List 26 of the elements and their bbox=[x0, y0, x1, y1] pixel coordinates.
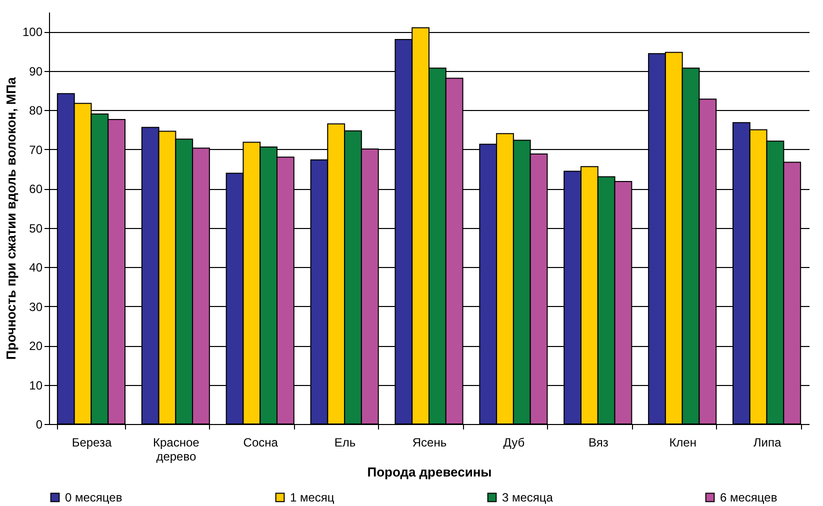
x-tick-label: Дуб bbox=[503, 436, 525, 450]
x-tick-label: Береза bbox=[72, 436, 112, 450]
y-tick-label: 90 bbox=[29, 64, 43, 78]
x-tick-label: Липа bbox=[753, 436, 782, 450]
y-tick-label: 20 bbox=[29, 339, 43, 354]
y-axis-title: Прочность при сжатии вдоль волокон, МПа bbox=[3, 76, 18, 360]
y-tick-label: 0 bbox=[36, 418, 43, 432]
y-tick-label: 70 bbox=[29, 142, 43, 157]
x-axis-title: Порода древесины bbox=[367, 464, 492, 480]
y-tick-label: 100 bbox=[22, 25, 43, 40]
x-tick-label: Сосна bbox=[243, 436, 278, 450]
x-tick-label: Ясень bbox=[412, 436, 447, 450]
x-tick-label: Ель bbox=[334, 436, 356, 450]
y-tick-label: 60 bbox=[29, 182, 43, 196]
x-tick-label: Красное дерево bbox=[153, 436, 200, 464]
legend-label: 6 месяцев bbox=[720, 490, 778, 504]
legend-label: 1 месяц bbox=[290, 490, 334, 504]
x-tick-label: Вяз bbox=[588, 436, 609, 450]
legend-label: 3 месяца bbox=[502, 490, 554, 504]
y-tick-label: 10 bbox=[29, 378, 43, 392]
y-tick-label: 30 bbox=[29, 300, 43, 314]
y-tick-label: 80 bbox=[29, 104, 43, 118]
y-tick-label: 40 bbox=[29, 260, 43, 275]
y-tick-label: 50 bbox=[29, 221, 43, 236]
legend-label: 0 месяцев bbox=[65, 490, 122, 504]
x-tick-label: Клен bbox=[669, 436, 696, 450]
